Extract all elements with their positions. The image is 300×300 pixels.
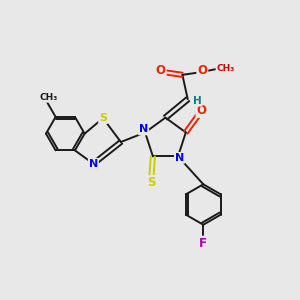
Text: CH₃: CH₃ <box>216 64 235 73</box>
Text: N: N <box>175 153 184 163</box>
Text: O: O <box>196 104 207 117</box>
Text: F: F <box>199 237 207 250</box>
Text: S: S <box>147 176 156 189</box>
Text: H: H <box>193 96 202 106</box>
Text: O: O <box>156 64 166 77</box>
Text: N: N <box>139 124 148 134</box>
Text: S: S <box>99 113 107 123</box>
Text: N: N <box>89 159 98 169</box>
Text: CH₃: CH₃ <box>40 93 58 102</box>
Text: O: O <box>197 64 207 76</box>
